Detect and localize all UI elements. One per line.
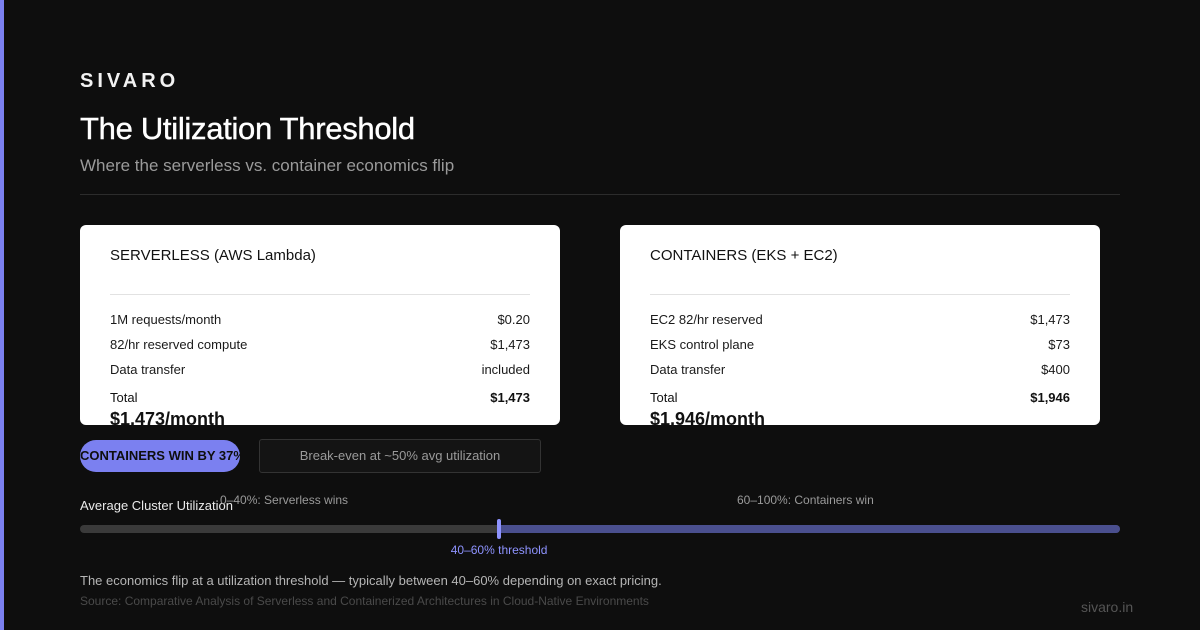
utilization-label: Average Cluster Utilization [80, 498, 233, 513]
cost-value: $400 [1041, 362, 1070, 377]
footnote: The economics flip at a utilization thre… [80, 573, 662, 588]
total-value: $1,473 [490, 389, 530, 405]
total-row: Total $1,473 [110, 387, 530, 407]
cost-row: 1M requests/month $0.20 [110, 307, 530, 332]
header-divider [80, 194, 1120, 195]
cost-value: $1,473 [490, 337, 530, 352]
break-even-badge: Break-even at ~50% avg utilization [259, 439, 541, 473]
cost-row: 82/hr reserved compute $1,473 [110, 332, 530, 357]
source-citation: Source: Comparative Analysis of Serverle… [80, 594, 649, 608]
cost-label: Data transfer [650, 362, 726, 377]
cost-value: $1,473 [1030, 312, 1070, 327]
card-title: CONTAINERS (EKS + EC2) [650, 245, 1070, 295]
cost-label: EC2 82/hr reserved [650, 312, 763, 327]
brand-logo: SIVARO [80, 70, 180, 92]
cost-label: Data transfer [110, 362, 186, 377]
cost-label: EKS control plane [650, 337, 755, 352]
utilization-track [80, 525, 1120, 533]
cost-value: $73 [1048, 337, 1070, 352]
site-url: sivaro.in [1081, 599, 1134, 615]
containers-zone-label: 60–100%: Containers win [737, 493, 874, 507]
cost-row: EKS control plane $73 [650, 332, 1070, 357]
cost-label: 1M requests/month [110, 312, 222, 327]
threshold-label: 40–60% threshold [450, 543, 548, 557]
total-label: Total [110, 389, 138, 405]
cost-label: 82/hr reserved compute [110, 337, 248, 352]
cost-value: $0.20 [497, 312, 530, 327]
cost-value: included [481, 362, 530, 377]
serverless-card: SERVERLESS (AWS Lambda) 1M requests/mont… [80, 225, 560, 429]
total-value: $1,946 [1030, 389, 1070, 405]
total-row: Total $1,946 [650, 387, 1070, 407]
cost-row: EC2 82/hr reserved $1,473 [650, 307, 1070, 332]
monthly-cost: $1,946/month [650, 409, 766, 429]
serverless-zone-label: 0–40%: Serverless wins [220, 493, 349, 507]
containers-card: CONTAINERS (EKS + EC2) EC2 82/hr reserve… [620, 225, 1100, 429]
page-subtitle: Where the serverless vs. container econo… [80, 156, 455, 175]
page-title: The Utilization Threshold [80, 111, 416, 146]
containers-zone-fill [499, 525, 1120, 533]
cost-row: Data transfer $400 [650, 357, 1070, 382]
threshold-marker [497, 519, 502, 539]
cost-row: Data transfer included [110, 357, 530, 382]
card-title: SERVERLESS (AWS Lambda) [110, 245, 530, 295]
accent-bar [0, 0, 4, 630]
monthly-cost: $1,473/month [110, 409, 226, 429]
winner-badge: CONTAINERS WIN BY 37% [80, 440, 240, 472]
total-label: Total [650, 389, 678, 405]
